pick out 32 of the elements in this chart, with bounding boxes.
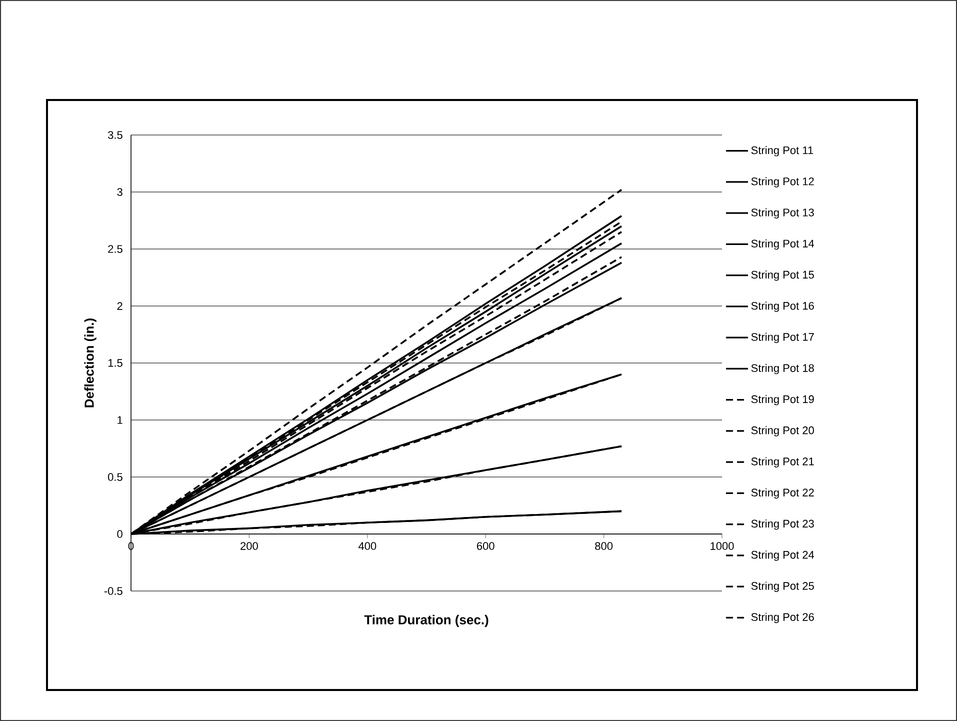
legend-label: String Pot 13 <box>751 208 814 219</box>
y-tick-label: 2.5 <box>108 245 122 253</box>
legend-label: String Pot 25 <box>751 582 814 592</box>
legend-label: String Pot 21 <box>751 457 814 468</box>
legend-label: String Pot 11 <box>751 146 814 156</box>
y-tick-label: 1.5 <box>108 359 122 367</box>
x-tick-label: 200 <box>240 542 258 550</box>
y-tick-label: 1 <box>118 416 122 424</box>
x-tick-label: 1000 <box>710 542 734 550</box>
y-tick-label: -0.5 <box>104 587 122 595</box>
legend-label: String Pot 22 <box>751 488 814 499</box>
y-tick-label: 3 <box>117 188 122 196</box>
x-tick-label: 400 <box>358 542 376 550</box>
legend-label: String Pot 16 <box>751 302 814 312</box>
legend-label: String Pot 24 <box>751 550 814 561</box>
x-tick-label: 600 <box>476 542 494 550</box>
legend-label: String Pot 20 <box>751 426 814 436</box>
legend-label: String Pot 26 <box>751 612 814 624</box>
legend-label: String Pot 12 <box>751 177 814 188</box>
x-axis-title: Time Duration (sec.) <box>364 614 488 627</box>
legend-label: String Pot 14 <box>751 239 814 250</box>
y-tick-label: 0 <box>117 530 122 538</box>
legend-label: String Pot 19 <box>751 395 814 406</box>
y-tick-label: 0.5 <box>108 473 122 481</box>
x-tick-label: 800 <box>595 542 613 550</box>
y-axis-title: Deflection (in.) <box>84 318 96 408</box>
legend-label: String Pot 23 <box>751 519 814 530</box>
legend-label: String Pot 17 <box>751 332 814 344</box>
legend-label: String Pot 18 <box>751 364 814 374</box>
y-tick-label: 2 <box>117 302 122 310</box>
y-tick-label: 3.5 <box>108 131 122 139</box>
legend-label: String Pot 15 <box>751 270 814 281</box>
